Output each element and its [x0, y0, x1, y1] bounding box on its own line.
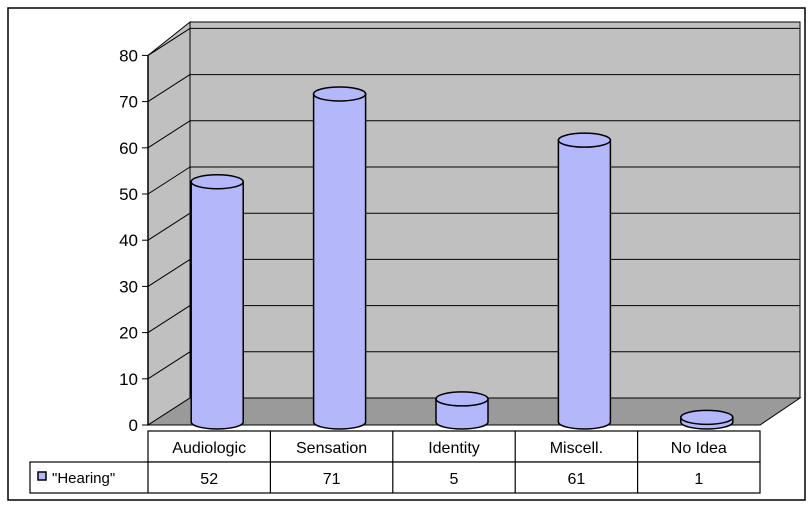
- side-wall: [147, 20, 191, 426]
- bar-sensation: [312, 86, 367, 430]
- gridline-depth: [147, 166, 191, 195]
- data-value-label: 52: [200, 471, 218, 488]
- y-tick-label: 70: [119, 93, 138, 112]
- data-value-label: 5: [450, 471, 459, 488]
- y-tick-label: 20: [119, 324, 138, 343]
- y-tick-label: 10: [119, 370, 138, 389]
- data-value-label: 71: [323, 471, 341, 488]
- bar-audiologic: [190, 174, 244, 430]
- series-name: "Hearing": [52, 470, 115, 487]
- bar-top: [680, 409, 734, 426]
- category-label: Audiologic: [172, 440, 246, 457]
- bar-no-idea: [680, 409, 734, 430]
- legend-key: [37, 471, 47, 481]
- y-tick-label: 60: [119, 139, 138, 158]
- bar-top: [435, 391, 489, 407]
- gridline-depth: [147, 212, 191, 241]
- table-header-row: [147, 430, 761, 463]
- bar-top: [190, 174, 244, 190]
- data-value-label: 1: [694, 471, 703, 488]
- data-table: Audiologic 52 Sensation 71 Identity 5 Miscell.…: [29, 430, 761, 494]
- back-wall: [189, 21, 801, 399]
- gridlines: [147, 27, 800, 380]
- bar-body: [312, 93, 367, 430]
- y-tick-label: 80: [119, 46, 138, 65]
- table-value-row: [29, 461, 761, 494]
- category-label: Sensation: [296, 440, 367, 457]
- gridline-depth: [147, 27, 191, 56]
- bar-body: [190, 181, 244, 430]
- bar-identity: [435, 391, 489, 430]
- bar-miscell: [557, 132, 612, 430]
- y-tick-label: 0: [129, 416, 138, 435]
- gridline-depth: [147, 351, 191, 380]
- category-label: Identity: [428, 440, 480, 457]
- chart-walls: [146, 20, 802, 426]
- y-tick-label: 30: [119, 277, 138, 296]
- data-value-label: 61: [568, 471, 586, 488]
- gridline-depth: [147, 74, 191, 103]
- gridline-depth: [147, 120, 191, 149]
- y-tick-label: 50: [119, 185, 138, 204]
- bar-top: [557, 132, 612, 148]
- gridline-depth: [147, 305, 191, 334]
- bar-top: [312, 86, 367, 102]
- category-label: No Idea: [671, 440, 727, 457]
- y-axis: 0 10 20 30 40 50 60 70 80: [119, 46, 149, 435]
- bars: [190, 86, 734, 430]
- bar-body: [557, 139, 612, 430]
- gridline-depth: [147, 258, 191, 287]
- bar-body: [435, 398, 489, 430]
- y-tick-label: 40: [119, 231, 138, 250]
- category-label: Miscell.: [550, 440, 603, 457]
